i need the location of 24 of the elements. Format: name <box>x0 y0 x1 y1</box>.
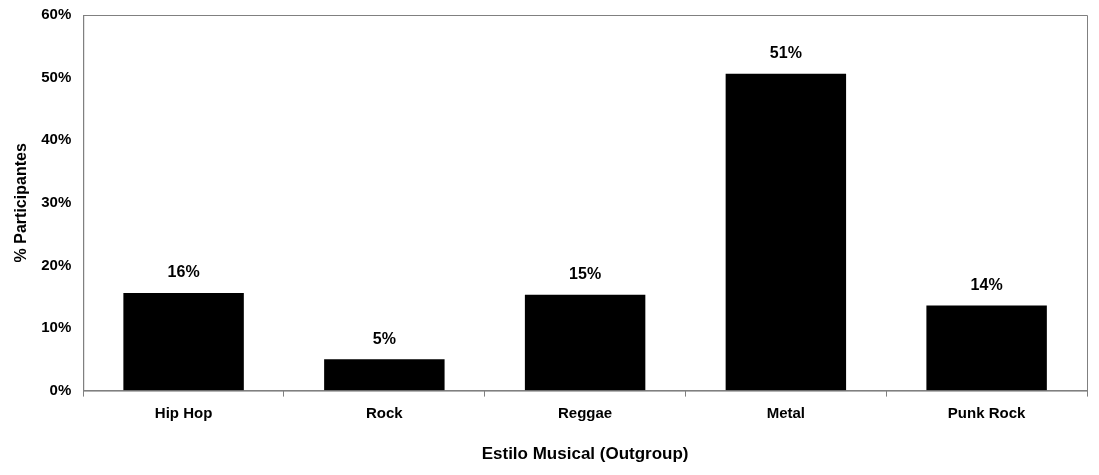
data-label: 51% <box>769 44 802 62</box>
x-tick-label: Reggae <box>558 403 613 421</box>
y-tick-label: 60% <box>41 5 72 23</box>
x-tick-label: Punk Rock <box>947 403 1027 421</box>
bar <box>123 292 244 391</box>
x-tick-label: Hip Hop <box>154 403 213 421</box>
data-label: 15% <box>569 265 602 283</box>
y-tick-label: 30% <box>41 192 72 210</box>
bar <box>926 305 1047 391</box>
x-tick-label: Metal <box>766 403 806 421</box>
data-label: 14% <box>970 275 1003 293</box>
bar <box>524 294 646 391</box>
y-tick-label: 50% <box>41 67 72 85</box>
y-axis-title: % Participantes <box>12 143 30 263</box>
y-tick-label: 0% <box>49 380 72 398</box>
y-tick-label: 20% <box>41 255 72 273</box>
x-axis-title: Estilo Musical (Outgroup) <box>481 444 689 464</box>
data-label: 5% <box>372 329 396 347</box>
bar <box>324 359 445 391</box>
y-tick-label: 10% <box>41 318 72 336</box>
y-tick-label: 40% <box>41 130 72 148</box>
x-tick-label: Rock <box>366 403 404 421</box>
data-label: 16% <box>167 263 200 281</box>
bar <box>725 73 847 391</box>
